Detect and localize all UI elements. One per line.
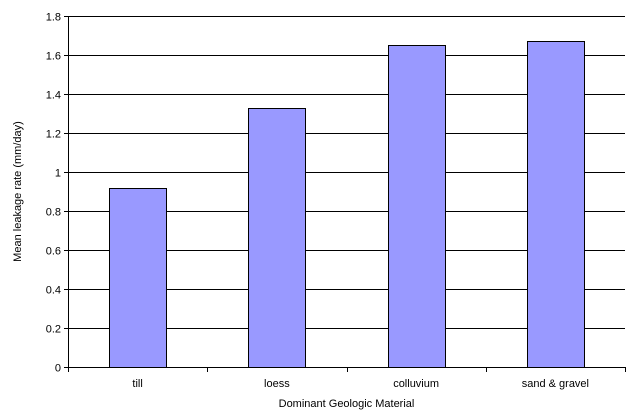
y-tick-label: 1.4 xyxy=(46,90,61,102)
y-tick-labels: 0 0.2 0.4 0.6 0.8 1 1.2 1.4 1.6 1.8 xyxy=(46,12,61,375)
y-tick-label: 1 xyxy=(55,168,61,180)
x-category-label: colluvium xyxy=(393,378,439,390)
bar-till xyxy=(109,188,167,368)
y-tick-label: 0.4 xyxy=(46,285,61,297)
bar-colluvium xyxy=(388,45,446,368)
x-category-label: till xyxy=(132,378,142,390)
y-tick-label: 0 xyxy=(55,363,61,375)
bar-loess xyxy=(248,108,306,368)
y-tick-label: 0.2 xyxy=(46,324,61,336)
y-tick-label: 0.8 xyxy=(46,207,61,219)
bars xyxy=(109,41,585,368)
x-axis-label: Dominant Geologic Material xyxy=(279,398,415,410)
axes xyxy=(64,16,626,372)
y-tick-label: 1.6 xyxy=(46,51,61,63)
x-category-label: sand & gravel xyxy=(522,378,589,390)
bar-sand-gravel xyxy=(527,41,585,368)
x-category-label: loess xyxy=(264,378,290,390)
y-axis-label: Mean leakage rate (mm/day) xyxy=(12,121,24,262)
y-tick-label: 1.8 xyxy=(46,12,61,24)
y-tick-label: 0.6 xyxy=(46,246,61,258)
y-tick-label: 1.2 xyxy=(46,129,61,141)
x-category-labels: till loess colluvium sand & gravel xyxy=(132,378,589,390)
